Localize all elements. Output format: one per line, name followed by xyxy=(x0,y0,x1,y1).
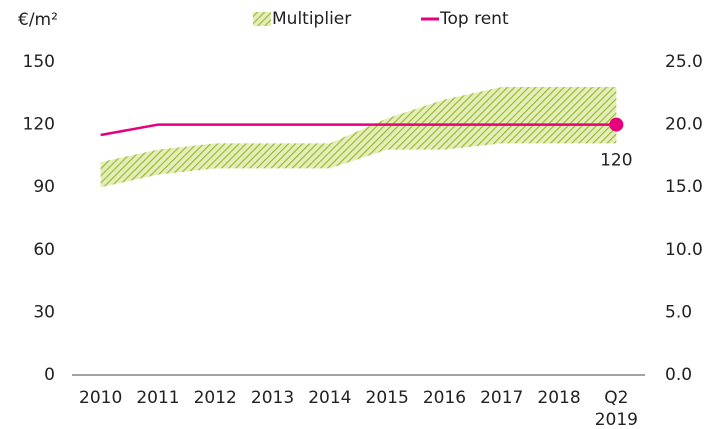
multiplier-band xyxy=(100,87,617,188)
y-tick-label: 0 xyxy=(44,365,55,385)
legend-label: Top rent xyxy=(439,9,509,29)
y2-tick-label: 25.0 xyxy=(665,52,703,72)
top-rent-line xyxy=(100,123,617,137)
y2-tick-label: 20.0 xyxy=(665,115,703,135)
end-point xyxy=(609,117,624,132)
x-tick-label: Q2 2019 xyxy=(595,388,638,429)
y-tick-label: 150 xyxy=(23,52,55,72)
x-tick-label: 2014 xyxy=(308,388,351,408)
y-tick-label: 90 xyxy=(33,177,55,197)
y2-tick-label: 15.0 xyxy=(665,177,703,197)
x-tick-label: 2016 xyxy=(423,388,466,408)
y-tick-label: 120 xyxy=(23,115,55,135)
legend-label: Multiplier xyxy=(272,9,351,29)
y2-tick-label: 10.0 xyxy=(665,240,703,260)
x-tick-label: 2013 xyxy=(251,388,294,408)
x-tick-label: 2018 xyxy=(537,388,580,408)
x-tick-label: 2017 xyxy=(480,388,523,408)
y2-tick-label: 0.0 xyxy=(665,365,692,385)
legend-swatch xyxy=(253,12,271,26)
x-tick-label: 2015 xyxy=(366,388,409,408)
y-tick-label: 30 xyxy=(33,302,55,322)
x-tick-label: 2010 xyxy=(79,388,122,408)
y-unit: €/m² xyxy=(18,10,58,30)
x-tick-label: 2011 xyxy=(136,388,179,408)
y2-tick-label: 5.0 xyxy=(665,302,692,322)
data-label: 120 xyxy=(600,151,632,171)
x-tick-label: 2012 xyxy=(194,388,237,408)
y-tick-label: 60 xyxy=(33,240,55,260)
